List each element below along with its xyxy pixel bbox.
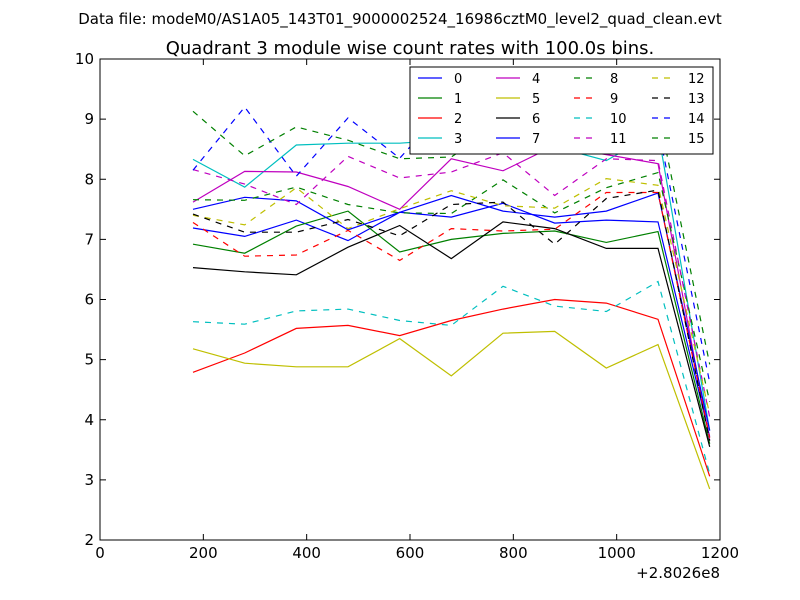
- legend-label: 6: [532, 112, 540, 127]
- y-tick-label: 5: [84, 351, 94, 369]
- legend-label: 1: [454, 92, 462, 107]
- x-tick-label: 800: [499, 544, 528, 562]
- suptitle: Data file: modeM0/AS1A05_143T01_90000025…: [78, 10, 722, 29]
- x-tick-label: 1200: [701, 544, 739, 562]
- series-line-13: [192, 189, 711, 441]
- legend-label: 15: [688, 132, 705, 147]
- y-tick-label: 7: [84, 230, 94, 248]
- series-line-2: [192, 298, 711, 477]
- legend-entry-4: 4: [496, 72, 540, 87]
- x-offset-label: +2.8026e8: [636, 564, 720, 582]
- legend-entry-1: 1: [418, 92, 462, 107]
- legend-label: 3: [454, 132, 462, 147]
- series-line-0: [192, 202, 711, 437]
- legend-entry-0: 0: [418, 72, 462, 87]
- x-tick-label: 400: [292, 544, 321, 562]
- y-tick-label: 9: [84, 110, 94, 128]
- chart-title: Quadrant 3 module wise count rates with …: [166, 38, 655, 59]
- legend-label: 8: [610, 72, 618, 87]
- legend-box: [409, 66, 714, 155]
- y-tick-label: 6: [84, 291, 94, 309]
- series-line-6: [192, 221, 711, 447]
- series-layer: [192, 101, 711, 490]
- series-line-9: [192, 191, 711, 438]
- series-line-8: [192, 171, 711, 402]
- x-tick-label: 1000: [598, 544, 636, 562]
- y-tick-label: 4: [84, 411, 94, 429]
- legend-label: 12: [688, 72, 705, 87]
- legend-label: 0: [454, 72, 462, 87]
- legend-label: 11: [610, 132, 627, 147]
- x-tick-label: 600: [396, 544, 425, 562]
- legend-entry-15: 15: [652, 132, 705, 147]
- series-line-10: [192, 280, 711, 475]
- legend-entry-5: 5: [496, 92, 540, 107]
- legend-label: 10: [610, 112, 627, 127]
- legend-label: 4: [532, 72, 540, 87]
- legend-entry-3: 3: [418, 132, 462, 147]
- legend-label: 9: [610, 92, 618, 107]
- legend-entry-6: 6: [496, 112, 540, 127]
- legend-label: 14: [688, 112, 705, 127]
- legend-entry-12: 12: [652, 72, 705, 87]
- x-tick-label: 0: [95, 544, 105, 562]
- series-line-3: [192, 129, 711, 431]
- legend-entry-10: 10: [574, 112, 627, 127]
- y-tick-label: 10: [75, 50, 94, 68]
- legend-label: 5: [532, 92, 540, 107]
- legend-entry-9: 9: [574, 92, 618, 107]
- legend-label: 7: [532, 132, 540, 147]
- legend-entry-14: 14: [652, 112, 705, 127]
- series-line-12: [192, 177, 711, 415]
- y-tick-label: 3: [84, 471, 94, 489]
- legend-entry-2: 2: [418, 112, 462, 127]
- legend-entry-11: 11: [574, 132, 627, 147]
- legend-entry-7: 7: [496, 132, 540, 147]
- series-line-7: [192, 192, 711, 431]
- legend-entry-8: 8: [574, 72, 618, 87]
- y-tick-label: 2: [84, 531, 94, 549]
- y-tick-label: 8: [84, 170, 94, 188]
- x-tick-label: 200: [189, 544, 218, 562]
- legend-entry-13: 13: [652, 92, 705, 107]
- legend-label: 2: [454, 112, 462, 127]
- legend-label: 13: [688, 92, 705, 107]
- series-line-1: [192, 210, 711, 444]
- series-line-5: [192, 330, 711, 490]
- series-line-4: [192, 144, 711, 441]
